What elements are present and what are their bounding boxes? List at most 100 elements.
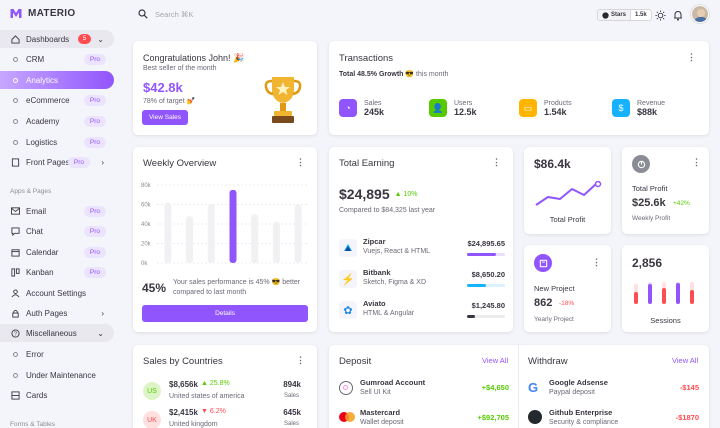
sidebar-item-account-settings[interactable]: Account Settings [0, 284, 114, 302]
sidebar-item-label: Dashboards [26, 34, 70, 44]
bar[interactable] [251, 214, 259, 263]
country-sales-label: Sales [283, 421, 299, 427]
pro-badge: Pro [83, 225, 106, 237]
circle-icon [13, 351, 18, 357]
pro-badge: Pro [67, 156, 90, 168]
bell-icon[interactable] [673, 10, 683, 21]
weekly-overview-card: Weekly Overview ⋮ 80k 60k 40k 20k 0k 45% You… [133, 147, 317, 332]
more-vertical-icon[interactable]: ⋮ [692, 157, 701, 167]
brand-name: MATERIO [28, 8, 76, 19]
withdraw-view-all-link[interactable]: View All [672, 356, 699, 365]
sidebar-item-chat[interactable]: Chat Pro [0, 222, 114, 240]
sidebar-item-crm[interactable]: CRM Pro [0, 50, 114, 68]
section-header-apps: Apps & Pages [10, 188, 52, 195]
progress-bar [467, 284, 505, 287]
more-vertical-icon[interactable]: ⋮ [296, 355, 305, 365]
svg-text:?: ? [14, 331, 17, 337]
sidebar-item-label: Under Maintenance [26, 370, 96, 380]
search-bar[interactable]: Search ⌘K [138, 9, 193, 19]
list-item: ✿ Aviato HTML & Angular $1,245.80 [339, 299, 505, 325]
sidebar-item-error[interactable]: Error [0, 345, 114, 363]
bar[interactable] [294, 204, 302, 264]
brand-logo[interactable]: MATERIO [10, 8, 75, 19]
sessions-card: 2,856 Sessions [622, 245, 709, 332]
country-amount: $8,656k [169, 380, 198, 389]
pie-chart-icon [632, 155, 650, 173]
details-button[interactable]: Details [142, 305, 308, 322]
circle-icon [13, 139, 18, 145]
item-amount: $8,650.20 [471, 270, 505, 279]
more-vertical-icon[interactable]: ⋮ [296, 157, 305, 167]
more-vertical-icon[interactable]: ⋮ [687, 52, 696, 62]
withdraw-row: Github Enterprise Security & compliance … [528, 408, 699, 428]
avatar-body [694, 17, 708, 22]
earning-compare: Compared to $84,325 last year [339, 207, 436, 214]
avatar[interactable] [691, 5, 709, 23]
sidebar-item-academy[interactable]: Academy Pro [0, 112, 114, 130]
withdraw-amount: -$1870 [675, 413, 699, 422]
laptop-icon: ▭ [519, 99, 537, 117]
sidebar-item-label: Analytics [26, 75, 59, 85]
chevron-right-icon: › [101, 308, 104, 318]
pro-badge: Pro [83, 53, 106, 65]
sun-icon[interactable] [655, 10, 666, 21]
stat-value: 245k [364, 106, 385, 117]
sidebar-item-miscellaneous[interactable]: ? Miscellaneous ⌄ [0, 324, 114, 342]
more-vertical-icon[interactable]: ⋮ [492, 157, 501, 167]
more-vertical-icon[interactable]: ⋮ [592, 257, 601, 267]
deposit-row: Gumroad Account Sell UI Kit +$4,650 [339, 378, 509, 404]
pro-badge: Pro [83, 205, 106, 217]
deposit-amount: +$92,705 [477, 413, 510, 422]
card-subtitle: Best seller of the month [143, 65, 217, 72]
sidebar-item-cards[interactable]: Cards [0, 386, 114, 404]
sidebar-item-front-pages[interactable]: Front Pages Pro › [0, 153, 114, 171]
github-stars-button[interactable]: Stars 1.5k [597, 9, 652, 21]
sidebar-item-email[interactable]: Email Pro [0, 202, 114, 220]
performance-text: Your sales performance is 45% 😎 better c… [173, 279, 301, 296]
bar[interactable] [229, 189, 237, 263]
list-item: Zipcar Vuejs, React & HTML $24,895.65 [339, 237, 505, 263]
sidebar-item-dashboards[interactable]: Dashboards 5 ⌄ [0, 30, 114, 48]
country-avatar: US [143, 382, 161, 400]
aviato-icon: ✿ [339, 301, 357, 319]
sidebar-item-auth-pages[interactable]: Auth Pages › [0, 304, 114, 322]
country-change: ▲ 25.8% [201, 380, 230, 387]
zipcar-icon [339, 239, 357, 257]
sidebar-item-label: Miscellaneous [26, 328, 77, 338]
stat-sales: ◔ Sales 245k [339, 99, 384, 117]
card-title: Sales by Countries [143, 356, 223, 367]
sidebar-item-label: Academy [26, 116, 60, 126]
chat-icon [10, 226, 20, 236]
country-change-value: 6.2% [209, 408, 226, 415]
profit-value: $86.4k [534, 157, 571, 171]
users-icon: 👤 [429, 99, 447, 117]
new-project-card: ⋮ New Project 862 -18% Yearly Project [524, 245, 611, 332]
y-tick-label: 0k [141, 261, 148, 267]
sidebar-item-logistics[interactable]: Logistics Pro [0, 133, 114, 151]
progress-fill [467, 253, 496, 256]
bar[interactable] [272, 222, 280, 263]
total-profit-card: ⋮ Total Profit $25.6k +42% Weekly Profit [622, 147, 709, 234]
sidebar-item-analytics[interactable]: Analytics [0, 71, 114, 89]
sidebar-item-under-maintenance[interactable]: Under Maintenance [0, 366, 114, 384]
item-amount: $24,895.65 [467, 239, 505, 248]
trending-up-icon: ◔ [339, 99, 357, 117]
bar[interactable] [164, 202, 172, 263]
y-tick-label: 80k [141, 183, 152, 189]
deposit-view-all-link[interactable]: View All [482, 356, 509, 365]
sidebar-item-label: Kanban [26, 267, 54, 277]
country-sales: 894k [283, 380, 301, 389]
withdraw-title: Withdraw [528, 356, 568, 367]
sidebar-item-ecommerce[interactable]: eCommerce Pro [0, 91, 114, 109]
view-sales-button[interactable]: View Sales [142, 110, 188, 125]
github-icon [528, 410, 542, 424]
sidebar-item-kanban[interactable]: Kanban Pro [0, 263, 114, 281]
country-change-value: 25.8% [209, 380, 230, 387]
bar[interactable] [186, 216, 194, 263]
stat-value: 12.5k [454, 106, 477, 117]
sidebar-item-calendar[interactable]: Calendar Pro [0, 243, 114, 261]
y-tick-label: 20k [141, 242, 152, 248]
stat-value: $88k [637, 106, 658, 117]
bar[interactable] [207, 204, 215, 264]
withdraw-desc: Paypal deposit [549, 389, 595, 396]
